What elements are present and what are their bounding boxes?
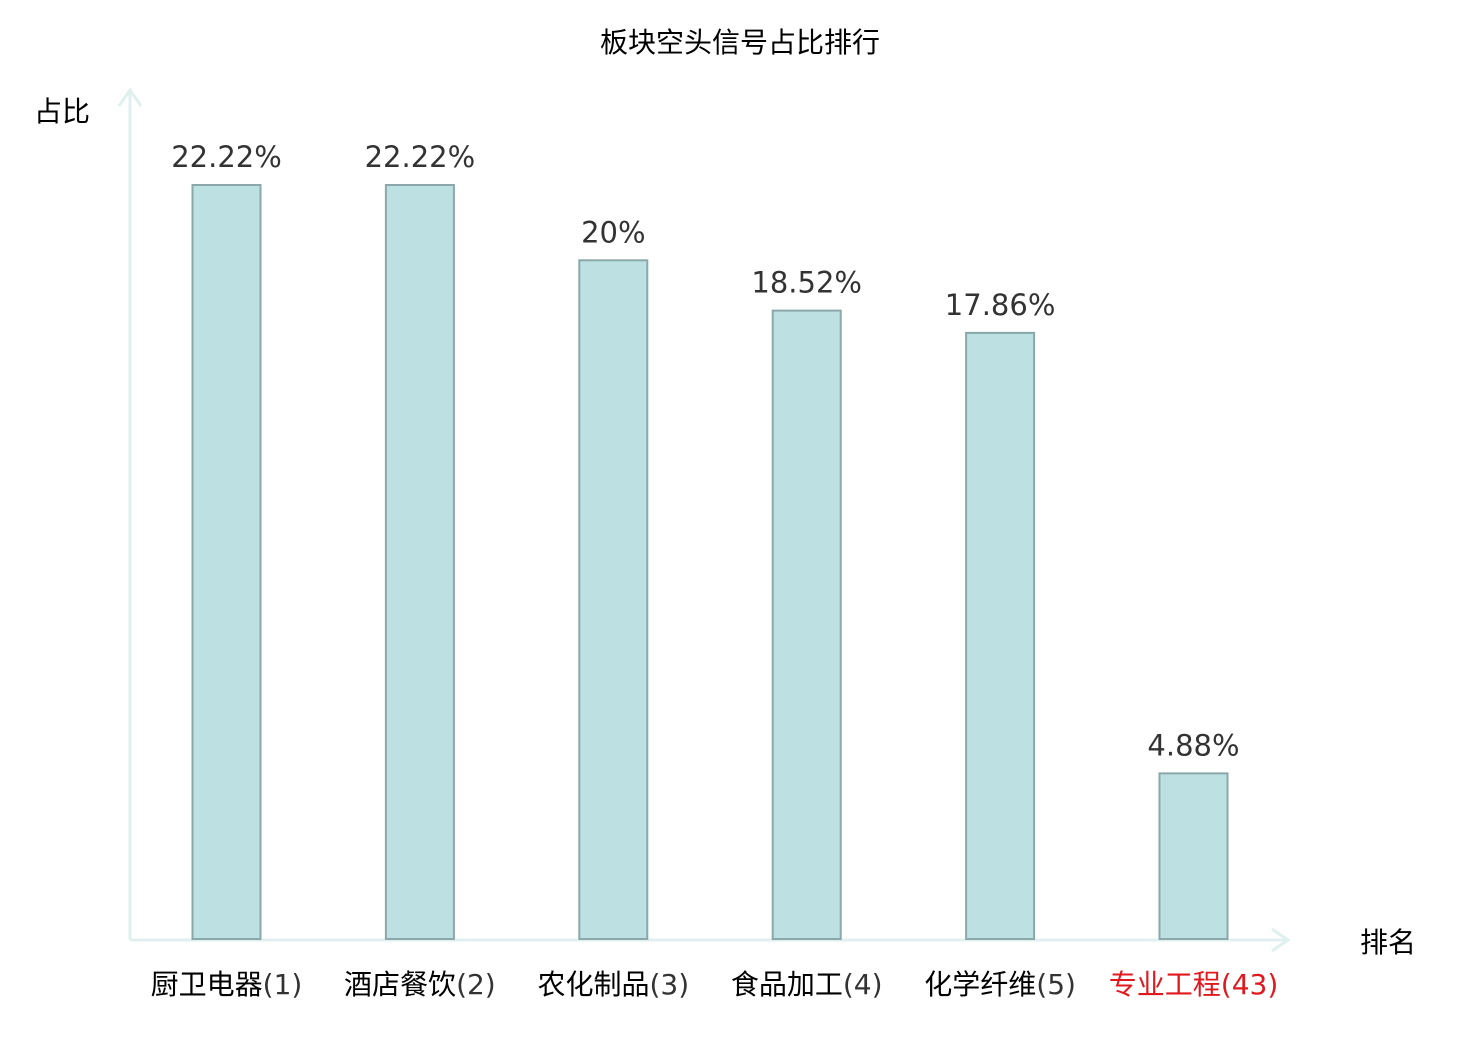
x-axis-arrow [1271,927,1291,953]
category-rank: (2) [456,968,496,1001]
category-label: 厨卫电器(1) [151,968,303,1001]
bar [191,184,262,940]
value-labels-group: 22.22% 22.22% 20% 18.52% 17.86% 4.88% [171,140,1239,762]
y-axis-label: 占比 [34,95,90,128]
axes [117,87,1291,953]
category-label: 化学纤维(5) [924,968,1076,1001]
category-label: 食品加工(4) [731,968,883,1001]
category-label: 酒店餐饮(2) [344,968,496,1001]
bar [384,184,455,940]
bar [578,259,649,940]
y-axis-arrow [117,87,143,107]
category-name: 厨卫电器 [151,968,263,1001]
category-rank: (3) [649,968,689,1001]
category-name: 专业工程 [1109,968,1221,1001]
value-label: 22.22% [171,140,282,174]
bars-group [191,184,1229,941]
category-labels-group: 厨卫电器(1) 酒店餐饮(2) 农化制品(3) 食品加工(4) 化学纤维(5) 专业工程(… [151,968,1279,1001]
category-label: 农化制品(3) [537,968,689,1001]
category-rank: (43) [1221,968,1278,1001]
category-rank: (5) [1036,968,1076,1001]
value-label: 20% [581,215,645,249]
category-name: 食品加工 [731,968,843,1001]
value-label: 22.22% [365,140,476,174]
category-rank: (1) [263,968,303,1001]
category-rank: (4) [843,968,883,1001]
x-axis-label: 排名 [1360,926,1416,959]
value-label: 17.86% [945,288,1056,322]
category-label: 专业工程(43) [1109,968,1279,1001]
value-label: 4.88% [1147,728,1239,762]
category-name: 酒店餐饮 [344,968,456,1001]
value-label: 18.52% [751,266,862,300]
bar [1158,772,1229,941]
chart-title: 板块空头信号占比排行 [600,26,880,59]
category-name: 农化制品 [537,968,649,1001]
category-name: 化学纤维 [924,968,1036,1001]
bar [771,309,842,941]
bar [965,331,1036,940]
